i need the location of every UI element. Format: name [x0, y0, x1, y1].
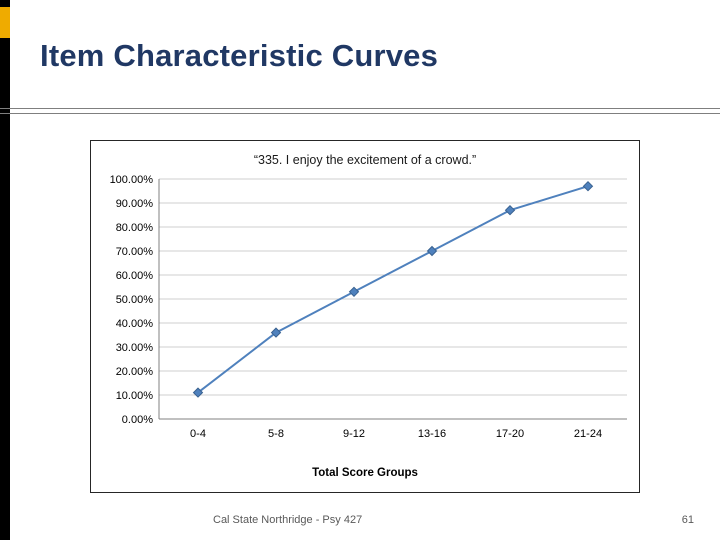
x-tick-label: 5-8 — [268, 428, 284, 440]
y-tick-label: 20.00% — [116, 366, 154, 378]
data-point-marker — [348, 286, 360, 298]
series-line — [197, 185, 589, 394]
y-tick-label: 50.00% — [116, 294, 154, 306]
footer-text: Cal State Northridge - Psy 427 — [213, 514, 363, 526]
y-tick-label: 80.00% — [116, 222, 154, 234]
x-tick-label: 13-16 — [418, 428, 446, 440]
y-tick-label: 70.00% — [116, 246, 154, 258]
accent-square — [0, 7, 10, 38]
left-accent-bar — [0, 0, 10, 540]
y-tick-label: 0.00% — [122, 414, 153, 426]
x-tick-label: 21-24 — [574, 428, 602, 440]
icc-chart-svg: 0.00% 10.00% 20.00% 30.00% 40.00% 50.00% 60.00… — [110, 174, 627, 440]
data-point-marker — [582, 180, 594, 192]
slide-title: Item Characteristic Curves — [40, 38, 439, 73]
chart-container: “335. I enjoy the excitement of a crowd.… — [90, 140, 640, 493]
data-point-marker — [192, 387, 204, 398]
data-point-marker — [426, 245, 438, 257]
data-point-marker — [270, 327, 282, 338]
y-tick-label: 90.00% — [116, 198, 154, 210]
y-tick-label: 30.00% — [116, 342, 154, 354]
x-axis-label: Total Score Groups — [312, 467, 418, 479]
data-point-marker — [504, 204, 516, 216]
slide-number: 61 — [681, 514, 694, 526]
x-tick-label: 9-12 — [343, 428, 365, 440]
y-tick-label: 10.00% — [116, 390, 154, 402]
x-tick-label: 0-4 — [190, 428, 206, 440]
title-divider — [0, 108, 720, 114]
x-tick-label: 17-20 — [496, 428, 524, 440]
y-tick-label: 40.00% — [116, 318, 154, 330]
y-tick-label: 100.00% — [110, 174, 154, 186]
chart-title: “335. I enjoy the excitement of a crowd.… — [253, 153, 477, 167]
y-tick-label: 60.00% — [116, 270, 154, 282]
